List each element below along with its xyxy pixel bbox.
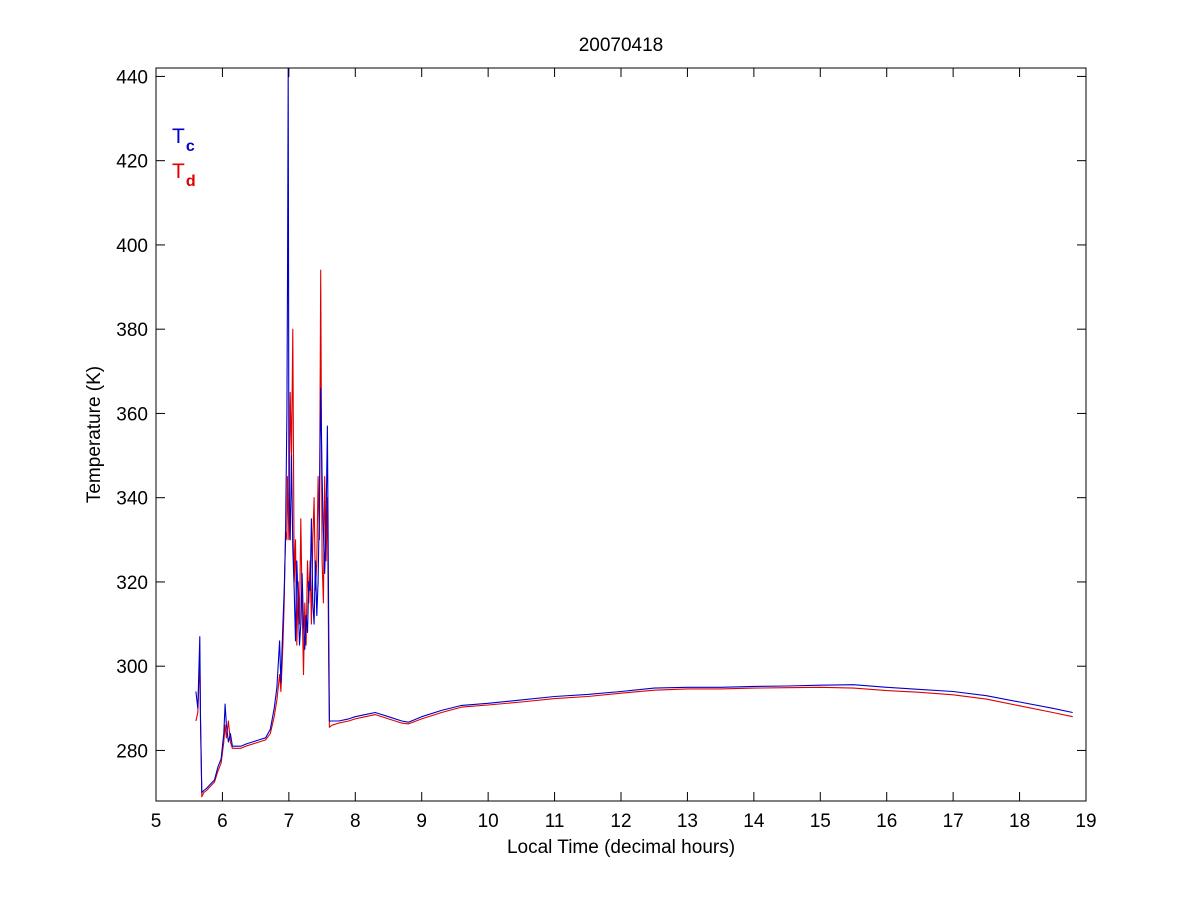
y-tick-label: 280 <box>116 741 148 762</box>
x-tick-label: 15 <box>810 811 831 832</box>
x-tick-label: 16 <box>876 811 897 832</box>
chart-title: 20070418 <box>579 35 664 56</box>
plot-area <box>156 68 1086 801</box>
y-tick-label: 320 <box>116 573 148 594</box>
legend-subscript: c <box>186 138 195 155</box>
x-tick-label: 7 <box>284 811 295 832</box>
x-tick-label: 11 <box>545 811 565 832</box>
y-tick-label: 400 <box>116 236 148 257</box>
x-tick-label: 18 <box>1009 811 1030 832</box>
x-tick-label: 12 <box>610 811 631 832</box>
x-tick-label: 5 <box>151 811 162 832</box>
x-tick-label: 19 <box>1075 811 1096 832</box>
x-tick-label: 17 <box>943 811 964 832</box>
y-axis-label: Temperature (K) <box>84 366 105 503</box>
x-tick-label: 8 <box>350 811 361 832</box>
x-tick-label: 13 <box>677 811 698 832</box>
x-tick-label: 10 <box>478 811 499 832</box>
x-tick-label: 14 <box>743 811 765 832</box>
series-line-T-d <box>195 269 1073 798</box>
series-line-T-c <box>195 67 1073 794</box>
legend-subscript: d <box>186 173 196 190</box>
y-tick-label: 440 <box>116 67 148 88</box>
y-tick-label: 420 <box>116 152 148 173</box>
x-tick-label: 6 <box>217 811 228 832</box>
y-tick-label: 380 <box>116 320 148 341</box>
y-tick-label: 360 <box>116 404 148 425</box>
axis-ticks: 5 6 7 8 9 10 11 12 13 14 15 16 17 18 19 280 300 320 340 360… <box>116 67 1096 832</box>
x-tick-label: 9 <box>416 811 427 832</box>
x-axis-label: Local Time (decimal hours) <box>507 837 735 858</box>
y-tick-label: 300 <box>116 657 148 678</box>
series-layer <box>195 67 1073 798</box>
y-tick-label: 340 <box>116 489 148 510</box>
